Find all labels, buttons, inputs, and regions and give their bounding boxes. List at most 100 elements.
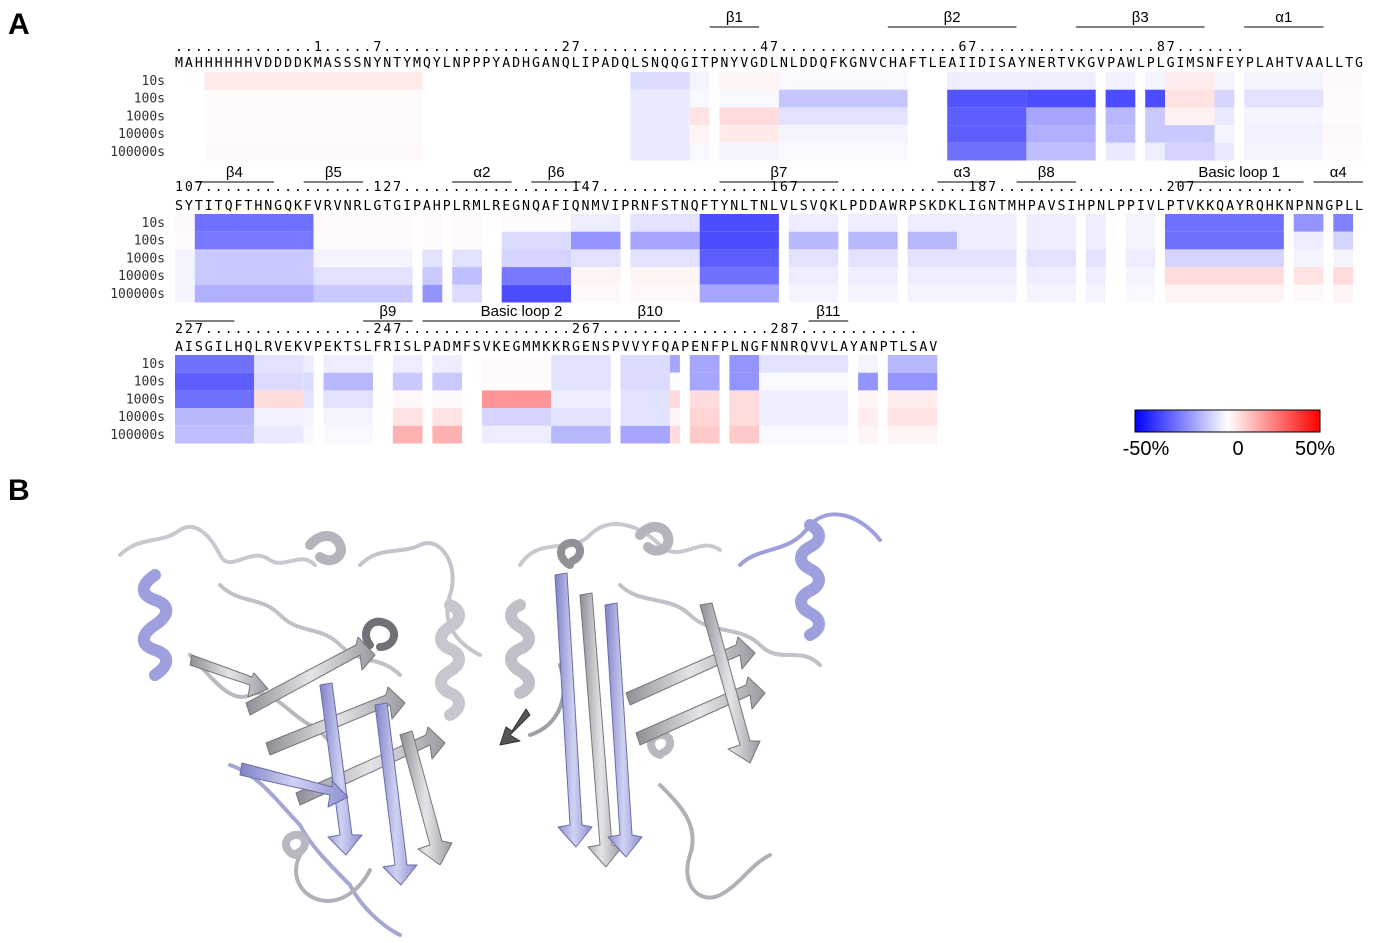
time-point-label: 10s <box>142 74 165 89</box>
uptake-cell <box>719 142 779 161</box>
time-point-label: 10000s <box>118 410 165 425</box>
uptake-cell <box>1165 89 1215 108</box>
uptake-cell <box>323 425 373 444</box>
uptake-cell <box>254 425 304 444</box>
sheet-strand <box>189 654 269 698</box>
uptake-cell <box>452 214 482 232</box>
ss-element-label: β9 <box>379 303 396 320</box>
uptake-cell <box>1085 249 1106 268</box>
amino-acid-sequence: MAHHHHHHVDDDDKMASSSNYNTYMQYLNPPPYADHGANQ… <box>175 56 1363 71</box>
uptake-cell <box>759 390 849 409</box>
uptake-cell <box>1026 214 1076 232</box>
uptake-cell <box>175 267 195 285</box>
uptake-cell <box>957 284 1017 303</box>
uptake-cell <box>947 72 1027 90</box>
uptake-cell <box>689 355 720 373</box>
uptake-cell <box>858 390 878 409</box>
uptake-cell <box>1026 72 1096 90</box>
uptake-cell <box>1214 107 1235 126</box>
uptake-cell <box>204 142 423 161</box>
uptake-cell <box>452 267 482 285</box>
uptake-cell <box>957 231 1017 250</box>
uptake-cell <box>778 125 908 143</box>
uptake-cell <box>551 390 611 409</box>
uptake-cell <box>858 355 878 373</box>
uptake-cell <box>778 107 908 126</box>
uptake-cell <box>392 390 423 409</box>
uptake-cell <box>313 249 413 268</box>
uptake-cell <box>303 355 314 373</box>
uptake-cell <box>313 214 413 232</box>
uptake-cell <box>1026 249 1076 268</box>
uptake-cell <box>392 355 423 373</box>
uptake-cell <box>1323 89 1363 108</box>
uptake-cell <box>689 125 710 143</box>
loop <box>358 541 482 657</box>
uptake-cell <box>1165 284 1284 303</box>
uptake-cell <box>1145 72 1165 90</box>
uptake-cell <box>858 425 878 444</box>
uptake-cell <box>957 267 1017 285</box>
uptake-cell <box>422 249 443 268</box>
uptake-cell <box>1026 125 1096 143</box>
time-point-label: 10s <box>142 357 165 372</box>
uptake-cell <box>571 231 621 250</box>
helix <box>137 569 173 681</box>
uptake-cell <box>1125 214 1156 232</box>
uptake-cell <box>1165 249 1284 268</box>
uptake-cell <box>432 425 463 444</box>
loop <box>228 763 402 937</box>
uptake-cell <box>1105 125 1136 143</box>
uptake-cell <box>254 408 304 426</box>
hdx-heatmap-panel: β1 β2 β3 α1 ..............1.....7...........… <box>110 9 1363 460</box>
uptake-cell <box>1165 125 1215 143</box>
uptake-cell <box>303 372 314 391</box>
uptake-cell <box>1125 267 1156 285</box>
uptake-cell <box>907 231 958 250</box>
uptake-cell <box>887 408 938 426</box>
sequence-row: β9 Basic loop 2 β10 β11 227.................… <box>110 303 937 444</box>
uptake-cell <box>670 355 680 373</box>
uptake-cell <box>204 125 423 143</box>
uptake-cell <box>848 214 898 232</box>
uptake-cell <box>620 355 670 373</box>
time-point-label: 1000s <box>126 109 165 124</box>
uptake-cell <box>630 214 700 232</box>
left-monomer <box>118 524 482 937</box>
uptake-cell <box>1244 107 1324 126</box>
uptake-cell <box>1293 214 1324 232</box>
uptake-cell <box>957 214 1017 232</box>
uptake-cell <box>1323 72 1363 90</box>
uptake-cell <box>630 89 690 108</box>
uptake-cell <box>620 390 670 409</box>
loop <box>658 783 772 900</box>
uptake-cell <box>422 214 443 232</box>
uptake-cell <box>194 214 314 232</box>
uptake-cell <box>778 142 908 161</box>
uptake-cell <box>1105 142 1136 161</box>
sequence-row: β1 β2 β3 α1 ..............1.....7...........… <box>110 9 1363 161</box>
uptake-cell <box>858 372 878 391</box>
uptake-cell <box>551 372 611 391</box>
legend-gradient-bar <box>1134 409 1321 433</box>
uptake-cell <box>452 231 482 250</box>
time-point-label: 100s <box>134 375 165 390</box>
uptake-cell <box>848 231 898 250</box>
uptake-cell <box>481 408 552 426</box>
uptake-cell <box>1145 89 1165 108</box>
uptake-cell <box>175 425 255 444</box>
uptake-cell <box>729 372 760 391</box>
legend-min-label: -50% <box>1123 438 1170 460</box>
ss-element-label: β1 <box>726 9 743 26</box>
uptake-cell <box>1333 214 1354 232</box>
uptake-cell <box>313 267 413 285</box>
uptake-cell <box>1323 125 1363 143</box>
uptake-cell <box>1165 231 1284 250</box>
protein-dimer-cartoon <box>118 512 882 937</box>
uptake-cell <box>1293 249 1324 268</box>
uptake-cell <box>432 372 463 391</box>
time-point-label: 10000s <box>118 269 165 284</box>
uptake-cell <box>501 284 571 303</box>
uptake-cell <box>1085 284 1106 303</box>
panel-b-label: B <box>8 474 30 507</box>
